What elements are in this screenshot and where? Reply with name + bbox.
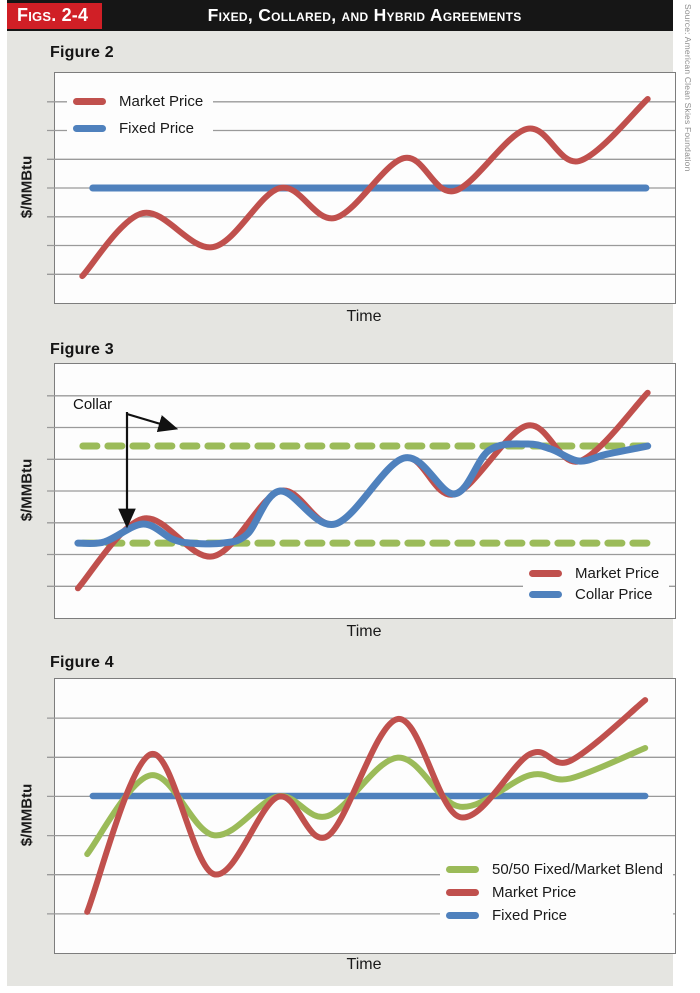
figure3-y-axis-label: $/MMBtu bbox=[18, 458, 36, 522]
figure2-plot: Market Price Fixed Price bbox=[47, 72, 676, 304]
figure2-title: Figure 2 bbox=[50, 44, 114, 61]
collar-annotation-arrows bbox=[118, 412, 179, 529]
legend-swatch bbox=[446, 866, 479, 873]
figure4-legend: 50/50 Fixed/Market Blend Market Price Fixe… bbox=[440, 855, 673, 930]
legend-swatch bbox=[73, 125, 106, 132]
legend-item: Fixed Price bbox=[446, 904, 663, 927]
source-credit: Source: American Clean Skies Foundation bbox=[683, 4, 693, 172]
legend-item: Fixed Price bbox=[73, 115, 203, 142]
figure4-title: Figure 4 bbox=[50, 654, 114, 671]
figure4-plot: 50/50 Fixed/Market Blend Market Price Fixe… bbox=[47, 678, 676, 954]
legend-swatch bbox=[446, 912, 479, 919]
market-price-line bbox=[79, 96, 651, 280]
legend-item: Market Price bbox=[529, 563, 659, 584]
legend-swatch bbox=[73, 98, 106, 105]
legend-label: Market Price bbox=[575, 565, 660, 582]
figure2-y-axis-label: $/MMBtu bbox=[18, 155, 36, 219]
legend-item: Market Price bbox=[446, 881, 663, 904]
figure4-y-axis-label: $/MMBtu bbox=[18, 783, 36, 847]
legend-label: 50/50 Fixed/Market Blend bbox=[492, 861, 663, 878]
page-title: Fixed, Collared, and Hybrid Agreements bbox=[207, 4, 522, 26]
legend-label: Market Price bbox=[492, 884, 577, 901]
legend-swatch bbox=[446, 889, 479, 896]
figure-tag: Figs. 2-4 bbox=[7, 2, 103, 29]
legend-swatch bbox=[529, 591, 562, 598]
figure4-x-axis-label: Time bbox=[346, 956, 382, 973]
legend-item: Market Price bbox=[73, 88, 203, 115]
legend-label: Fixed Price bbox=[492, 907, 568, 924]
legend-item: Collar Price bbox=[529, 584, 659, 605]
figure3-x-axis-label: Time bbox=[346, 623, 382, 640]
figure3-chart bbox=[47, 389, 675, 592]
legend-label: Market Price bbox=[119, 93, 204, 110]
figure3-title: Figure 3 bbox=[50, 341, 114, 358]
collar-annotation-label: Collar bbox=[73, 396, 113, 413]
legend-item: 50/50 Fixed/Market Blend bbox=[446, 858, 663, 881]
header-banner: Figs. 2-4 Fixed, Collared, and Hybrid Ag… bbox=[7, 0, 673, 31]
legend-label: Collar Price bbox=[575, 586, 653, 603]
figure3-legend: Market Price Collar Price bbox=[523, 560, 670, 608]
figure2-x-axis-label: Time bbox=[346, 308, 382, 325]
figure3-plot: Collar Market Price Collar Price bbox=[47, 363, 676, 619]
figure2-legend: Market Price Fixed Price bbox=[67, 85, 214, 145]
legend-swatch bbox=[529, 570, 562, 577]
content-panel: Figs. 2-4 Fixed, Collared, and Hybrid Ag… bbox=[7, 0, 676, 986]
collar-price-line bbox=[74, 440, 652, 548]
market-price-line bbox=[84, 697, 649, 915]
legend-label: Fixed Price bbox=[119, 120, 195, 137]
